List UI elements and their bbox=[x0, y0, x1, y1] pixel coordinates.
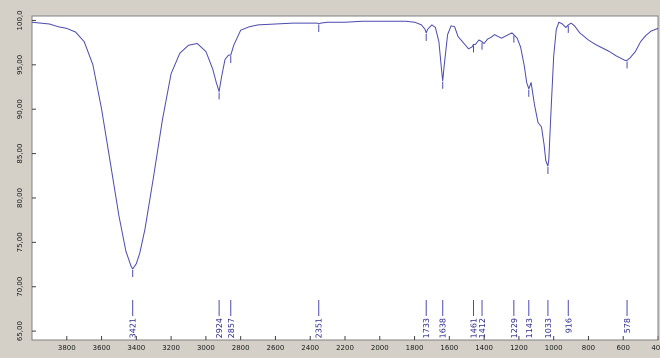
y-tick-label: 95,00 bbox=[16, 55, 24, 75]
x-tick-label: 3800 bbox=[58, 344, 76, 352]
peak-label: 3421 bbox=[129, 318, 138, 338]
x-tick-label: 1200 bbox=[510, 344, 528, 352]
peak-label: 2351 bbox=[315, 318, 324, 338]
x-tick-label: 2600 bbox=[267, 344, 285, 352]
x-tick-label: 3000 bbox=[197, 344, 215, 352]
peak-label: 2924 bbox=[215, 318, 224, 338]
peak-label: 1733 bbox=[422, 318, 431, 338]
x-tick-label: 2800 bbox=[232, 344, 250, 352]
plot-area bbox=[31, 15, 659, 341]
x-tick-label: 2000 bbox=[371, 344, 389, 352]
y-tick-label: 80,00 bbox=[16, 188, 24, 208]
x-tick-label: 600 bbox=[617, 344, 630, 352]
x-tick-label: 3600 bbox=[93, 344, 111, 352]
y-tick-label: 90,00 bbox=[16, 99, 24, 119]
x-tick-label: 400 bbox=[651, 344, 660, 352]
peak-label: 916 bbox=[564, 318, 573, 333]
y-tick-label: 85,00 bbox=[16, 144, 24, 164]
peak-label: 578 bbox=[623, 318, 632, 333]
peak-label: 2857 bbox=[227, 318, 236, 338]
peak-markers: 3421 2924 2857 2351 1733 1638 1461 1412 1229 1143… bbox=[129, 24, 632, 338]
x-tick-label: 1400 bbox=[475, 344, 493, 352]
peak-label: 1143 bbox=[525, 318, 534, 338]
y-tick-label: 70,00 bbox=[16, 277, 24, 297]
y-tick-label: 65,00 bbox=[16, 321, 24, 341]
peak-label: 1412 bbox=[478, 318, 487, 338]
x-tick-label: 2200 bbox=[336, 344, 354, 352]
x-tick-label: 2400 bbox=[301, 344, 319, 352]
x-axis: 3800 3600 3400 3200 3000 2800 2600 2400 2200 2000… bbox=[58, 336, 660, 352]
series-layer bbox=[31, 20, 659, 270]
y-tick-label: 75,00 bbox=[16, 232, 24, 252]
x-tick-label: 1800 bbox=[406, 344, 424, 352]
x-tick-label: 1000 bbox=[545, 344, 563, 352]
x-tick-label: 1600 bbox=[440, 344, 458, 352]
y-tick-label: 100,0 bbox=[16, 10, 24, 30]
peak-label: 1033 bbox=[544, 318, 553, 338]
peak-label: 1638 bbox=[439, 318, 448, 338]
y-axis: 65,00 70,00 75,00 80,00 85,00 90,00 95,00 100,0 bbox=[16, 10, 36, 341]
peak-label: 1461 bbox=[470, 318, 479, 338]
x-tick-label: 3400 bbox=[127, 344, 145, 352]
spectrum-line bbox=[31, 20, 659, 270]
peak-label: 1229 bbox=[510, 318, 519, 338]
x-tick-label: 800 bbox=[582, 344, 595, 352]
x-tick-label: 3200 bbox=[162, 344, 180, 352]
